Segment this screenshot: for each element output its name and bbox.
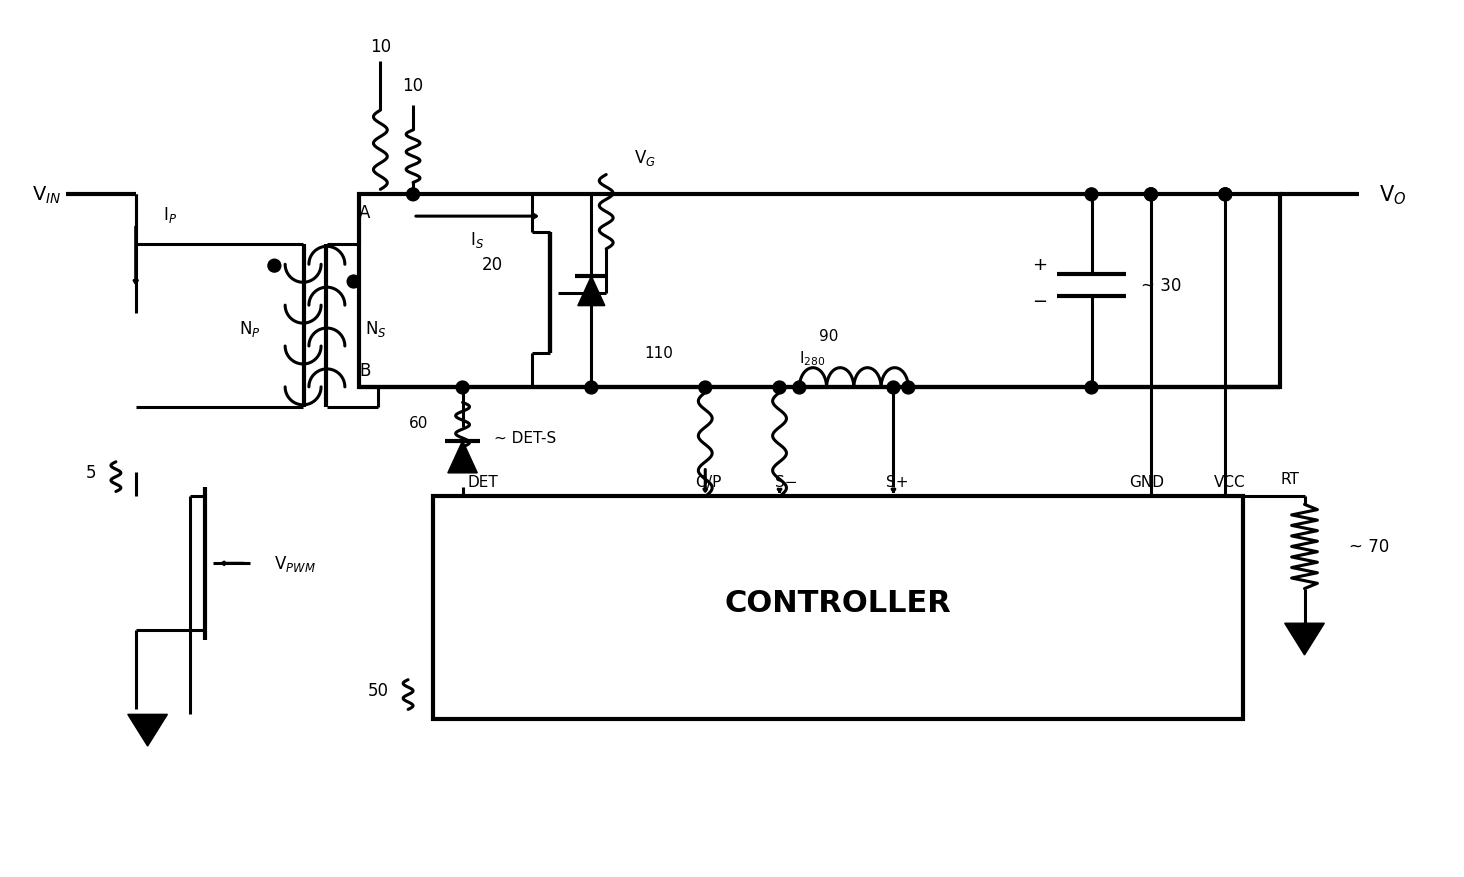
Text: O/P: O/P (695, 474, 722, 489)
Circle shape (793, 381, 805, 395)
Text: V$_G$: V$_G$ (634, 147, 656, 168)
Circle shape (1220, 189, 1231, 202)
Text: 50: 50 (367, 681, 388, 699)
Text: 10: 10 (403, 77, 423, 96)
Text: V$_{PWM}$: V$_{PWM}$ (274, 553, 316, 574)
Circle shape (1085, 381, 1098, 395)
Circle shape (1085, 189, 1098, 202)
Text: 10: 10 (370, 38, 391, 56)
Text: 20: 20 (482, 255, 502, 274)
Text: A: A (359, 204, 370, 222)
Circle shape (887, 381, 900, 395)
Text: 60: 60 (408, 415, 427, 430)
Text: V$_O$: V$_O$ (1379, 183, 1407, 207)
Circle shape (1145, 189, 1158, 202)
Circle shape (1220, 189, 1231, 202)
Text: ~ DET-S: ~ DET-S (495, 430, 556, 445)
Text: GND: GND (1129, 474, 1164, 489)
Text: +: + (1032, 255, 1048, 274)
Text: I$_P$: I$_P$ (164, 205, 177, 225)
Circle shape (457, 381, 468, 395)
Circle shape (586, 381, 597, 395)
Text: DET: DET (467, 474, 498, 489)
Text: 5: 5 (86, 463, 97, 481)
Circle shape (268, 260, 281, 273)
Text: ~ 70: ~ 70 (1350, 538, 1389, 556)
Text: 110: 110 (644, 346, 673, 361)
Bar (359, 195, 1280, 388)
Polygon shape (448, 441, 477, 474)
Bar (433, 497, 1243, 719)
Text: −: − (1032, 293, 1048, 311)
Text: N$_P$: N$_P$ (239, 318, 261, 339)
Text: S+: S+ (886, 474, 908, 489)
Text: N$_S$: N$_S$ (365, 318, 386, 339)
Polygon shape (1285, 624, 1325, 655)
Circle shape (347, 275, 360, 289)
Polygon shape (578, 277, 605, 306)
Circle shape (698, 381, 712, 395)
Text: 90: 90 (820, 329, 839, 344)
Text: CONTROLLER: CONTROLLER (725, 588, 952, 617)
Text: S−: S− (774, 474, 796, 489)
Text: V$_{IN}$: V$_{IN}$ (32, 184, 61, 206)
Circle shape (1145, 189, 1158, 202)
Text: I$_{280}$: I$_{280}$ (799, 349, 826, 367)
Text: B: B (359, 361, 370, 379)
Circle shape (773, 381, 786, 395)
Text: RT: RT (1280, 472, 1299, 487)
Circle shape (407, 189, 420, 202)
Text: I$_S$: I$_S$ (470, 230, 485, 250)
Polygon shape (127, 715, 167, 746)
Circle shape (902, 381, 915, 395)
Text: VCC: VCC (1214, 474, 1244, 489)
Text: ~ 30: ~ 30 (1140, 276, 1181, 295)
